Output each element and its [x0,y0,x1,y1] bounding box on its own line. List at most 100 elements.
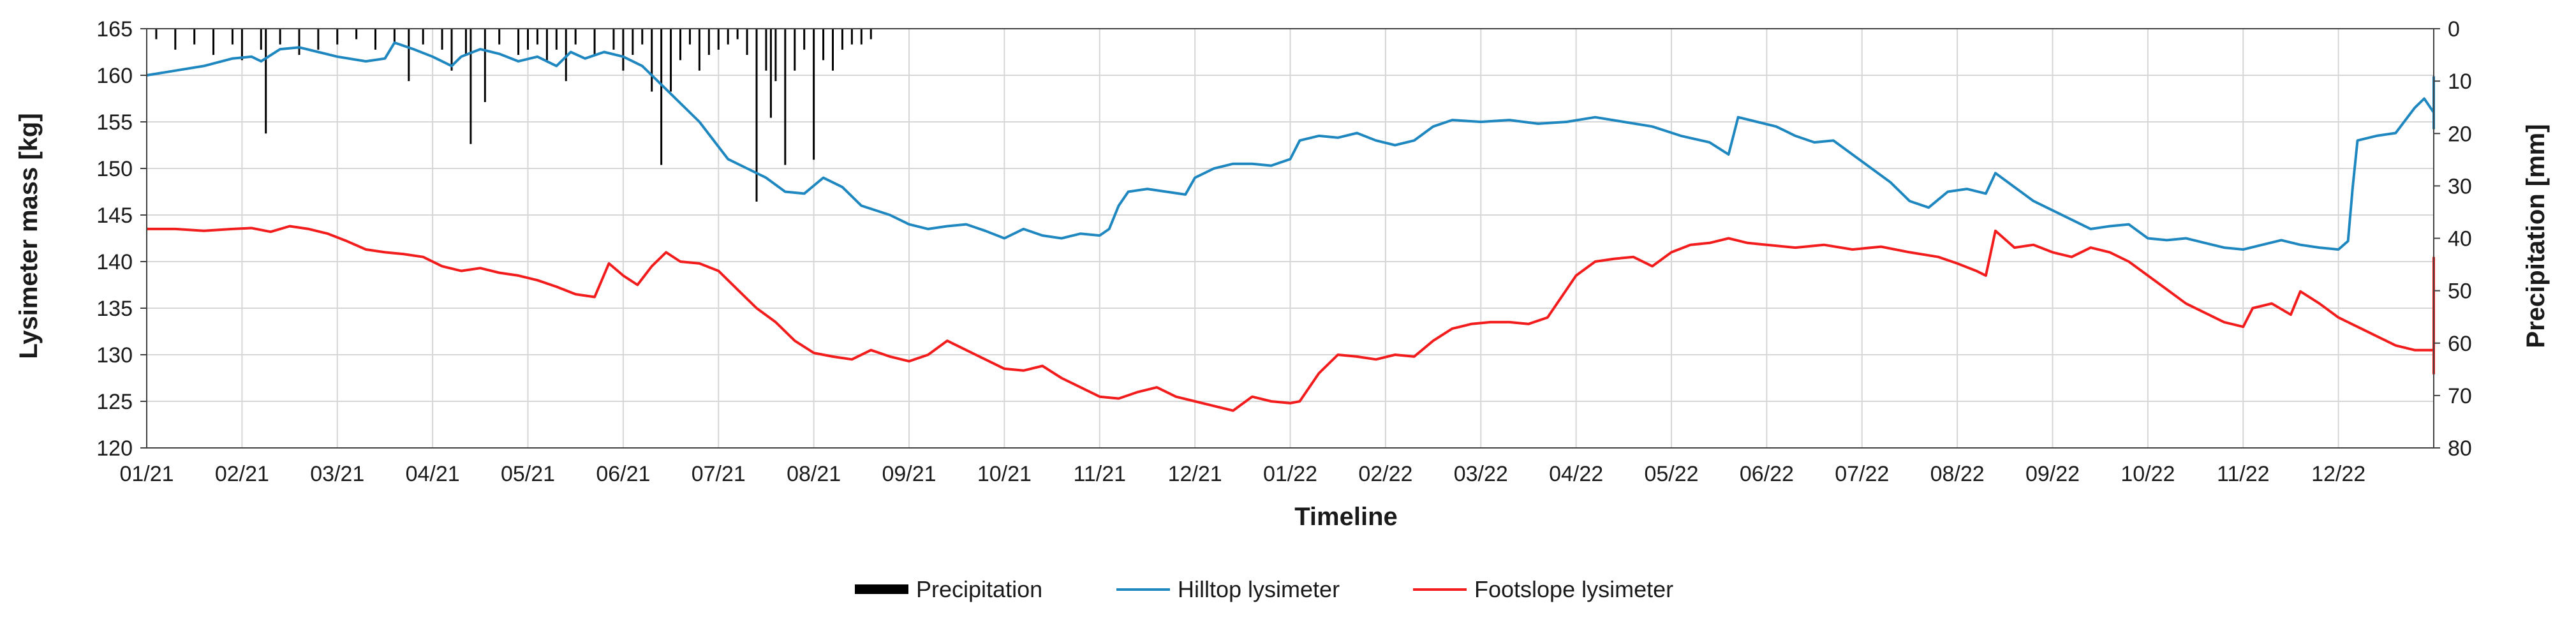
precipitation-bar [622,29,625,71]
x-tick-label: 06/21 [596,462,650,486]
precipitation-bar [527,29,529,50]
precipitation-bar [632,29,634,56]
x-tick-label: 04/21 [406,462,460,486]
x-tick-label: 07/22 [1835,462,1889,486]
y-axis-right-title: Precipitation [mm] [2522,124,2550,348]
precipitation-bar [279,29,281,45]
precipitation-bar [803,29,806,50]
precipitation-bar [422,29,424,45]
y-right-tick-label: 30 [2448,174,2472,198]
precipitation-bar [688,29,691,45]
x-tick-labels: 01/21 02/21 03/21 04/21 05/21 06/21 07/21 08/21… [119,462,2365,486]
precipitation-bar [707,29,710,56]
precipitation-bar [765,29,767,71]
gridlines [146,28,2434,449]
y-right-tick-label: 70 [2448,384,2472,408]
precipitation-bar [660,29,663,165]
precipitation-bar [870,29,872,40]
y-left-tick-label: 120 [96,436,133,461]
y-right-tick-label: 60 [2448,332,2472,356]
precipitation-bar [193,29,196,45]
precipitation-bar [317,29,320,50]
y-right-tick-label: 80 [2448,436,2472,461]
y-right-tick-labels: 0 10 20 30 40 50 60 70 80 [2434,17,2472,461]
precipitation-bar [769,29,772,118]
precipitation-bar [450,29,453,71]
precipitation-bar [374,29,376,50]
precipitation-bar [393,29,396,45]
precipitation-bar [612,29,615,50]
footslope-lysimeter-line [147,225,2435,412]
y-left-tick-label: 165 [96,17,133,41]
x-tick-label: 11/22 [2217,462,2270,486]
legend-footslope-lysimeter-label: Footslope lysimeter [1474,576,1673,602]
precipitation-bar [813,29,815,160]
y-left-tick-label: 140 [96,250,133,274]
y-left-tick-label: 150 [96,157,133,181]
x-tick-label: 11/21 [1073,462,1126,486]
precipitation-bar [241,29,243,61]
precipitation-bar [484,29,486,102]
x-tick-label: 08/22 [1930,462,1985,486]
x-tick-label: 10/21 [977,462,1032,486]
y-left-tick-label: 135 [96,297,133,321]
precipitation-bar [545,29,548,61]
precipitation-bar [408,29,410,82]
y-axis-left-title: Lysimeter mass [kg] [15,113,43,359]
precipitation-bar [155,29,158,40]
y-right-tick-label: 0 [2448,17,2460,41]
x-tick-label: 10/22 [2121,462,2175,486]
precipitation-bar [555,29,558,50]
y-left-tick-label: 130 [96,343,133,368]
precipitation-bar [212,29,215,56]
precipitation-bar [841,29,843,50]
legend-precipitation-swatch [855,584,908,594]
precipitation-bar [260,29,262,50]
x-tick-label: 02/22 [1358,462,1412,486]
precipitation-bar [794,29,796,71]
x-tick-label: 01/22 [1263,462,1317,486]
precipitation-bar [784,29,787,165]
hilltop-lysimeter-line [146,41,2435,251]
x-tick-label: 04/22 [1549,462,1603,486]
precipitation-bar [651,29,653,92]
precipitation-bar [698,29,700,71]
y-left-tick-label: 155 [96,110,133,135]
precipitation-bar [641,29,644,45]
y-left-tick-label: 160 [96,64,133,88]
precipitation-bar [736,29,739,40]
legend-precipitation-label: Precipitation [916,576,1042,602]
precipitation-bar [755,29,758,202]
x-tick-label: 01/21 [119,462,174,486]
precipitation-bar [298,29,300,56]
x-tick-label: 03/21 [310,462,364,486]
y-right-tick-label: 50 [2448,279,2472,304]
x-tick-label: 05/21 [501,462,555,486]
precipitation-bar [746,29,748,56]
y-right-tick-label: 10 [2448,70,2472,94]
x-axis-title: Timeline [1294,503,1398,531]
legend: Precipitation Hilltop lysimeter Footslope … [855,576,1673,602]
precipitation-bar [850,29,853,45]
precipitation-bars [155,29,872,202]
precipitation-bar [464,29,467,56]
y-right-tick-label: 40 [2448,227,2472,251]
precipitation-bar [860,29,862,45]
x-tick-label: 03/22 [1454,462,1508,486]
precipitation-bar [174,29,177,50]
precipitation-bar [231,29,233,45]
precipitation-bar [498,29,501,45]
precipitation-bar [832,29,834,71]
precipitation-bar [593,29,596,56]
x-tick-label: 02/21 [215,462,269,486]
precipitation-bar [670,29,672,92]
x-tick-label: 08/21 [787,462,841,486]
precipitation-bar [517,29,520,56]
x-tick-label: 05/22 [1644,462,1698,486]
series-lines [146,41,2435,412]
precipitation-bar [355,29,358,40]
x-tick-label: 09/22 [2025,462,2080,486]
precipitation-bar [822,29,825,61]
legend-hilltop-lysimeter-label: Hilltop lysimeter [1178,576,1340,602]
